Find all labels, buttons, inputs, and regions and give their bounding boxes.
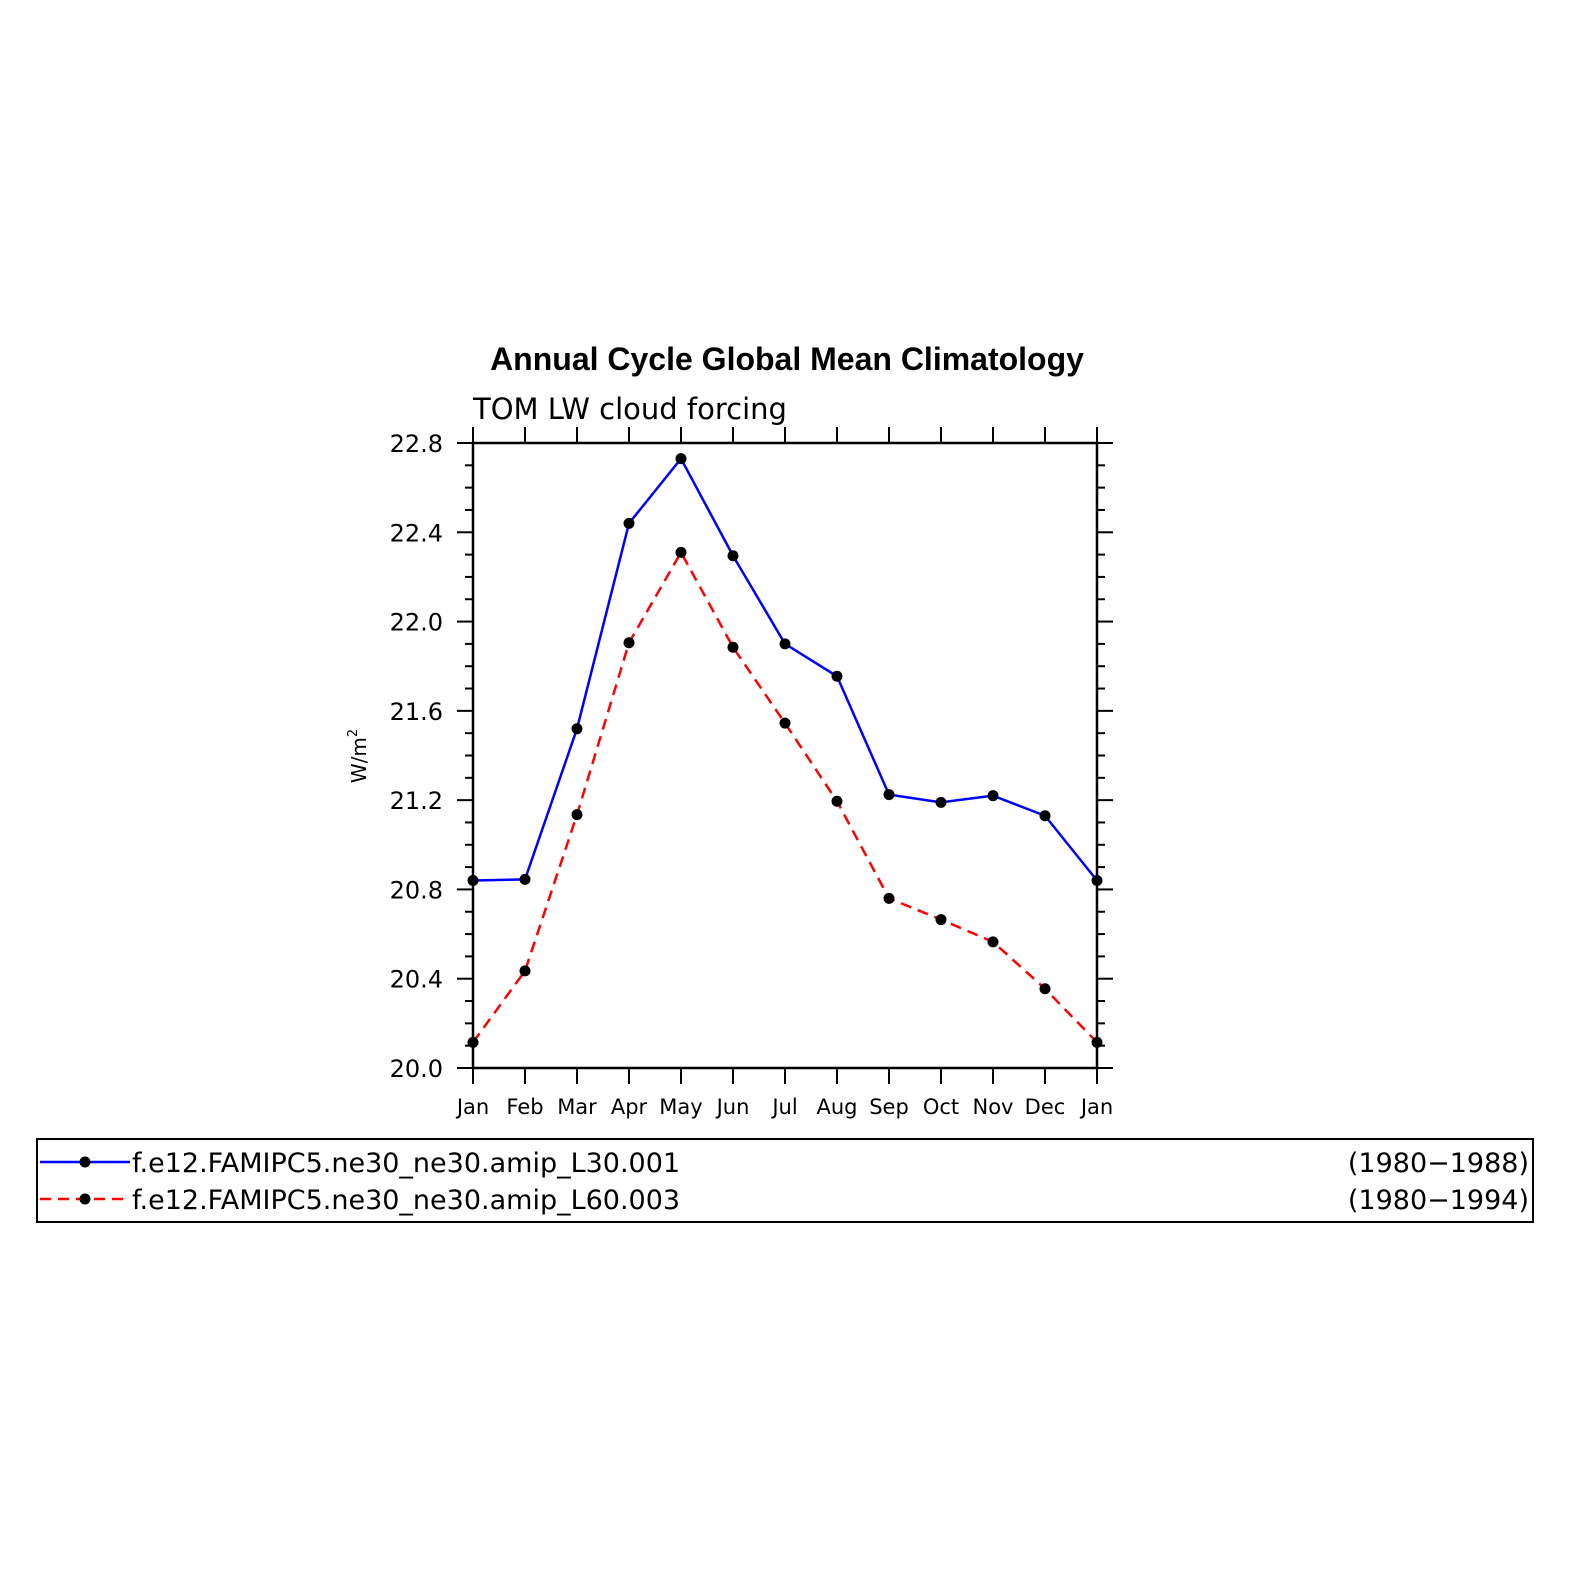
y-axis-label: W/m2 <box>346 729 371 783</box>
series-point <box>675 546 687 558</box>
series-point <box>467 1036 479 1048</box>
legend-item: f.e12.FAMIPC5.ne30_ne30.amip_L30.001 (198… <box>40 1148 1529 1179</box>
legend-items: f.e12.FAMIPC5.ne30_ne30.amip_L30.001 (198… <box>40 1148 1529 1216</box>
series-1 <box>467 453 1103 886</box>
series-point <box>987 936 999 948</box>
legend-series-name: f.e12.FAMIPC5.ne30_ne30.amip_L30.001 <box>132 1148 680 1179</box>
series-point <box>571 723 583 735</box>
series-point <box>831 795 843 807</box>
series-line <box>471 549 1098 1044</box>
x-tick-label: Apr <box>611 1095 648 1119</box>
x-tick-label: Sep <box>869 1095 909 1119</box>
x-tick-label: Mar <box>557 1095 597 1119</box>
series-2 <box>467 546 1103 1048</box>
x-tick-label: Oct <box>923 1095 959 1119</box>
series-layer <box>467 453 1103 1048</box>
axis-ticks <box>457 427 1113 1084</box>
y-tick-label: 20.8 <box>390 876 443 904</box>
y-tick-label: 20.4 <box>390 966 443 994</box>
series-point <box>935 796 947 808</box>
series-point <box>623 637 635 649</box>
y-tick-label: 22.0 <box>390 609 443 637</box>
y-tick-label: 21.6 <box>390 698 443 726</box>
x-tick-label: Dec <box>1025 1095 1066 1119</box>
legend-box <box>36 1138 1534 1223</box>
y-tick-label: 20.0 <box>390 1055 443 1083</box>
y-tick-labels: 20.0 20.4 20.8 21.2 21.6 22.0 22.4 22.8 <box>390 430 443 1083</box>
series-point <box>779 638 791 650</box>
y-tick-label: 22.4 <box>390 519 443 547</box>
legend-series-name: f.e12.FAMIPC5.ne30_ne30.amip_L60.003 <box>132 1185 680 1216</box>
chart-subtitle: TOM LW cloud forcing <box>472 392 787 426</box>
x-tick-label: May <box>659 1095 702 1119</box>
y-tick-label: 22.8 <box>390 430 443 458</box>
y-tick-label: 21.2 <box>390 787 443 815</box>
x-tick-label: Feb <box>506 1095 543 1119</box>
x-tick-label: Jun <box>715 1095 750 1119</box>
legend-series-period: (1980−1994) <box>1348 1185 1529 1216</box>
x-tick-label: Aug <box>816 1095 857 1119</box>
series-point <box>883 892 895 904</box>
chart-title: Annual Cycle Global Mean Climatology <box>490 341 1084 377</box>
series-point <box>935 914 947 926</box>
series-point <box>623 517 635 529</box>
x-tick-labels: Jan Feb Mar Apr May Jun Jul Aug Sep Oct Nov Dec Jan <box>455 1095 1113 1119</box>
x-tick-label: Jan <box>1079 1095 1113 1119</box>
series-point <box>571 809 583 821</box>
x-tick-label: Nov <box>973 1095 1014 1119</box>
legend-marker <box>79 1156 91 1168</box>
x-tick-label: Jan <box>455 1095 489 1119</box>
legend-item: f.e12.FAMIPC5.ne30_ne30.amip_L60.003 (198… <box>40 1185 1529 1216</box>
x-tick-label: Jul <box>770 1095 797 1119</box>
legend: f.e12.FAMIPC5.ne30_ne30.amip_L30.001 (198… <box>36 1138 1534 1223</box>
y-axis-label-unit: W/m <box>347 737 371 783</box>
legend-marker <box>79 1193 91 1205</box>
series-point <box>519 873 531 885</box>
series-point <box>467 875 479 886</box>
series-point <box>1091 875 1103 886</box>
series-point <box>779 717 791 729</box>
series-point <box>727 550 739 562</box>
series-point <box>883 789 895 801</box>
legend-series-period: (1980−1988) <box>1348 1148 1529 1179</box>
y-axis-label-superscript: 2 <box>346 729 361 737</box>
series-line <box>472 456 1098 882</box>
series-point <box>675 453 687 465</box>
series-point <box>1039 983 1051 995</box>
series-point <box>831 670 843 682</box>
series-point <box>1039 810 1051 822</box>
series-point <box>987 790 999 802</box>
series-point <box>1091 1036 1103 1048</box>
series-point <box>727 641 739 653</box>
series-point <box>519 965 531 977</box>
